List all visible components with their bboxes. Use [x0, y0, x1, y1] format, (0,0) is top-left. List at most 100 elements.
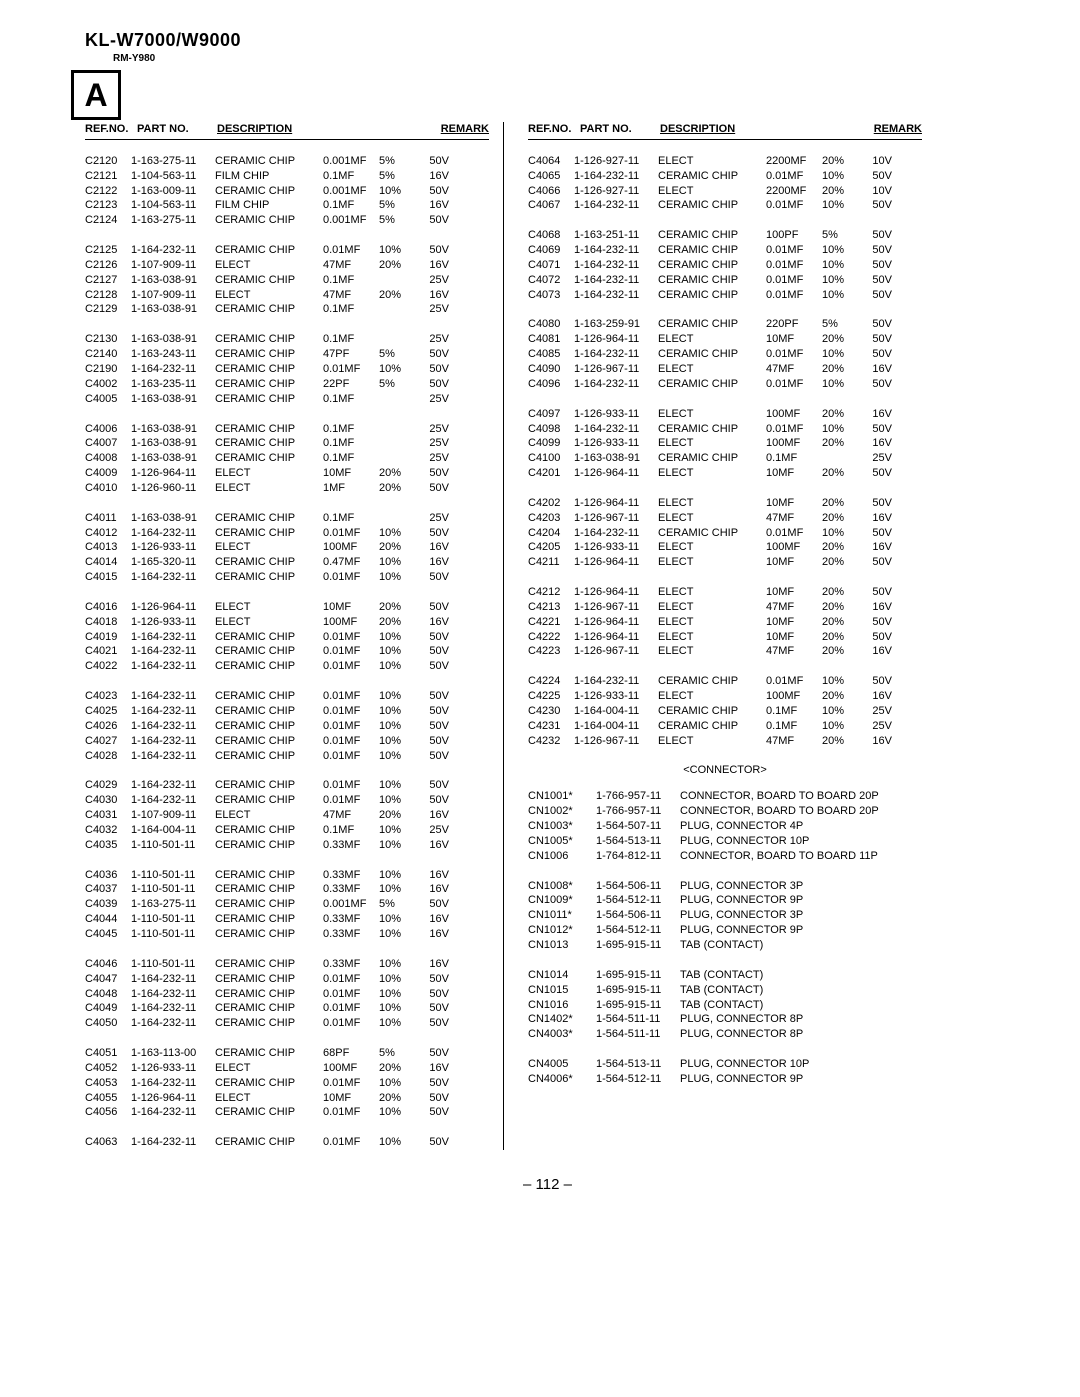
parts-row: C40631-164-232-11CERAMIC CHIP0.01MF10%50…	[85, 1135, 489, 1150]
connector-row: CN40051-564-513-11PLUG, CONNECTOR 10P	[528, 1057, 922, 1072]
hdr-part: PART NO.	[137, 122, 217, 137]
parts-row: C21241-163-275-11CERAMIC CHIP0.001MF5%50…	[85, 213, 489, 228]
parts-row: C40441-110-501-11CERAMIC CHIP0.33MF10%16…	[85, 912, 489, 927]
parts-row: C40521-126-933-11ELECT100MF20%16V	[85, 1061, 489, 1076]
page-number: – 112 –	[85, 1176, 1010, 1193]
connector-row: CN1001*1-766-957-11CONNECTOR, BOARD TO B…	[528, 789, 922, 804]
parts-row: C40721-164-232-11CERAMIC CHIP0.01MF10%50…	[528, 273, 922, 288]
parts-row: C42031-126-967-11ELECT47MF20%16V	[528, 511, 922, 526]
parts-row: C40141-165-320-11CERAMIC CHIP0.47MF10%16…	[85, 555, 489, 570]
section-letter-box: A	[71, 70, 121, 120]
parts-row: C42051-126-933-11ELECT100MF20%16V	[528, 540, 922, 555]
parts-row: C21291-163-038-91CERAMIC CHIP0.1MF25V	[85, 302, 489, 317]
parts-row: C40691-164-232-11CERAMIC CHIP0.01MF10%50…	[528, 243, 922, 258]
parts-row: C21401-163-243-11CERAMIC CHIP47PF5%50V	[85, 347, 489, 362]
parts-row: C42211-126-964-11ELECT10MF20%50V	[528, 615, 922, 630]
parts-row: C40191-164-232-11CERAMIC CHIP0.01MF10%50…	[85, 630, 489, 645]
connector-row: CN1002*1-766-957-11CONNECTOR, BOARD TO B…	[528, 804, 922, 819]
parts-row: C40511-163-113-00CERAMIC CHIP68PF5%50V	[85, 1046, 489, 1061]
parts-row: C40551-126-964-11ELECT10MF20%50V	[85, 1091, 489, 1106]
parts-row: C40971-126-933-11ELECT100MF20%16V	[528, 407, 922, 422]
parts-row: C40371-110-501-11CERAMIC CHIP0.33MF10%16…	[85, 882, 489, 897]
parts-row: C21281-107-909-11ELECT47MF20%16V	[85, 288, 489, 303]
connector-row: CN10141-695-915-11TAB (CONTACT)	[528, 968, 922, 983]
parts-row: C40291-164-232-11CERAMIC CHIP0.01MF10%50…	[85, 778, 489, 793]
parts-row: C40101-126-960-11ELECT1MF20%50V	[85, 481, 489, 496]
parts-row: C42301-164-004-11CERAMIC CHIP0.1MF10%25V	[528, 704, 922, 719]
parts-row: C40851-164-232-11CERAMIC CHIP0.01MF10%50…	[528, 347, 922, 362]
parts-row: C42021-126-964-11ELECT10MF20%50V	[528, 496, 922, 511]
parts-row: C40321-164-004-11CERAMIC CHIP0.1MF10%25V	[85, 823, 489, 838]
connector-row: CN10131-695-915-11TAB (CONTACT)	[528, 938, 922, 953]
connector-row: CN1009*1-564-512-11PLUG, CONNECTOR 9P	[528, 893, 922, 908]
parts-row: C40231-164-232-11CERAMIC CHIP0.01MF10%50…	[85, 689, 489, 704]
parts-row: C42131-126-967-11ELECT47MF20%16V	[528, 600, 922, 615]
parts-row: C40111-163-038-91CERAMIC CHIP0.1MF25V	[85, 511, 489, 526]
connector-rows: CN1001*1-766-957-11CONNECTOR, BOARD TO B…	[528, 789, 922, 1086]
connector-row: CN1011*1-564-506-11PLUG, CONNECTOR 3P	[528, 908, 922, 923]
connector-row: CN1012*1-564-512-11PLUG, CONNECTOR 9P	[528, 923, 922, 938]
parts-row: C40121-164-232-11CERAMIC CHIP0.01MF10%50…	[85, 526, 489, 541]
parts-row: C40061-163-038-91CERAMIC CHIP0.1MF25V	[85, 422, 489, 437]
parts-row: C40711-164-232-11CERAMIC CHIP0.01MF10%50…	[528, 258, 922, 273]
parts-row: C21211-104-563-11FILM CHIP0.1MF5%16V	[85, 169, 489, 184]
parts-row: C40981-164-232-11CERAMIC CHIP0.01MF10%50…	[528, 422, 922, 437]
parts-row: C42251-126-933-11ELECT100MF20%16V	[528, 689, 922, 704]
parts-row: C40641-126-927-11ELECT2200MF20%10V	[528, 154, 922, 169]
parts-row: C40071-163-038-91CERAMIC CHIP0.1MF25V	[85, 436, 489, 451]
connector-row: CN4006*1-564-512-11PLUG, CONNECTOR 9P	[528, 1072, 922, 1087]
parts-row: C40051-163-038-91CERAMIC CHIP0.1MF25V	[85, 392, 489, 407]
connector-row: CN10151-695-915-11TAB (CONTACT)	[528, 983, 922, 998]
parts-row: C40211-164-232-11CERAMIC CHIP0.01MF10%50…	[85, 644, 489, 659]
parts-row: C40491-164-232-11CERAMIC CHIP0.01MF10%50…	[85, 1001, 489, 1016]
columns-wrapper: REF.NO. PART NO. DESCRIPTION REMARK C212…	[85, 122, 1010, 1150]
connector-section-label: <CONNECTOR>	[528, 763, 922, 778]
parts-row: C21301-163-038-91CERAMIC CHIP0.1MF25V	[85, 332, 489, 347]
right-column: REF.NO. PART NO. DESCRIPTION REMARK C406…	[504, 122, 922, 1150]
parts-row: C40261-164-232-11CERAMIC CHIP0.01MF10%50…	[85, 719, 489, 734]
parts-row: C40811-126-964-11ELECT10MF20%50V	[528, 332, 922, 347]
parts-row: C40281-164-232-11CERAMIC CHIP0.01MF10%50…	[85, 749, 489, 764]
connector-row: CN1008*1-564-506-11PLUG, CONNECTOR 3P	[528, 879, 922, 894]
parts-row: C21261-107-909-11ELECT47MF20%16V	[85, 258, 489, 273]
parts-row: C21221-163-009-11CERAMIC CHIP0.001MF10%5…	[85, 184, 489, 199]
parts-row: C40021-163-235-11CERAMIC CHIP22PF5%50V	[85, 377, 489, 392]
parts-row: C40731-164-232-11CERAMIC CHIP0.01MF10%50…	[528, 288, 922, 303]
hdr-ref: REF.NO.	[85, 122, 137, 137]
left-column: REF.NO. PART NO. DESCRIPTION REMARK C212…	[85, 122, 503, 1150]
model-title: KL-W7000/W9000	[85, 30, 1010, 51]
parts-row: C40961-164-232-11CERAMIC CHIP0.01MF10%50…	[528, 377, 922, 392]
parts-row: C42321-126-967-11ELECT47MF20%16V	[528, 734, 922, 749]
parts-row: C40501-164-232-11CERAMIC CHIP0.01MF10%50…	[85, 1016, 489, 1031]
parts-row: C40651-164-232-11CERAMIC CHIP0.01MF10%50…	[528, 169, 922, 184]
parts-row: C40091-126-964-11ELECT10MF20%50V	[85, 466, 489, 481]
parts-row: C40351-110-501-11CERAMIC CHIP0.33MF10%16…	[85, 838, 489, 853]
hdr-desc: DESCRIPTION	[660, 122, 866, 137]
right-rows: C40641-126-927-11ELECT2200MF20%10VC40651…	[528, 154, 922, 749]
connector-row: CN1402*1-564-511-11PLUG, CONNECTOR 8P	[528, 1012, 922, 1027]
parts-row: C40681-163-251-11CERAMIC CHIP100PF5%50V	[528, 228, 922, 243]
parts-row: C42221-126-964-11ELECT10MF20%50V	[528, 630, 922, 645]
hdr-desc: DESCRIPTION	[217, 122, 433, 137]
parts-row: C40081-163-038-91CERAMIC CHIP0.1MF25V	[85, 451, 489, 466]
hdr-ref: REF.NO.	[528, 122, 580, 137]
right-header: REF.NO. PART NO. DESCRIPTION REMARK	[528, 122, 922, 140]
parts-row: C40181-126-933-11ELECT100MF20%16V	[85, 615, 489, 630]
parts-row: C21201-163-275-11CERAMIC CHIP0.001MF5%50…	[85, 154, 489, 169]
parts-row: C41001-163-038-91CERAMIC CHIP0.1MF25V	[528, 451, 922, 466]
parts-row: C40471-164-232-11CERAMIC CHIP0.01MF10%50…	[85, 972, 489, 987]
parts-row: C42041-164-232-11CERAMIC CHIP0.01MF10%50…	[528, 526, 922, 541]
sub-model: RM-Y980	[113, 53, 1010, 64]
connector-row: CN1003*1-564-507-11PLUG, CONNECTOR 4P	[528, 819, 922, 834]
left-header: REF.NO. PART NO. DESCRIPTION REMARK	[85, 122, 489, 140]
connector-row: CN10161-695-915-11TAB (CONTACT)	[528, 998, 922, 1013]
parts-row: C40151-164-232-11CERAMIC CHIP0.01MF10%50…	[85, 570, 489, 585]
parts-row: C40161-126-964-11ELECT10MF20%50V	[85, 600, 489, 615]
hdr-part: PART NO.	[580, 122, 660, 137]
parts-row: C40131-126-933-11ELECT100MF20%16V	[85, 540, 489, 555]
parts-row: C21901-164-232-11CERAMIC CHIP0.01MF10%50…	[85, 362, 489, 377]
parts-row: C40461-110-501-11CERAMIC CHIP0.33MF10%16…	[85, 957, 489, 972]
parts-row: C42231-126-967-11ELECT47MF20%16V	[528, 644, 922, 659]
parts-row: C40561-164-232-11CERAMIC CHIP0.01MF10%50…	[85, 1105, 489, 1120]
parts-row: C40361-110-501-11CERAMIC CHIP0.33MF10%16…	[85, 868, 489, 883]
